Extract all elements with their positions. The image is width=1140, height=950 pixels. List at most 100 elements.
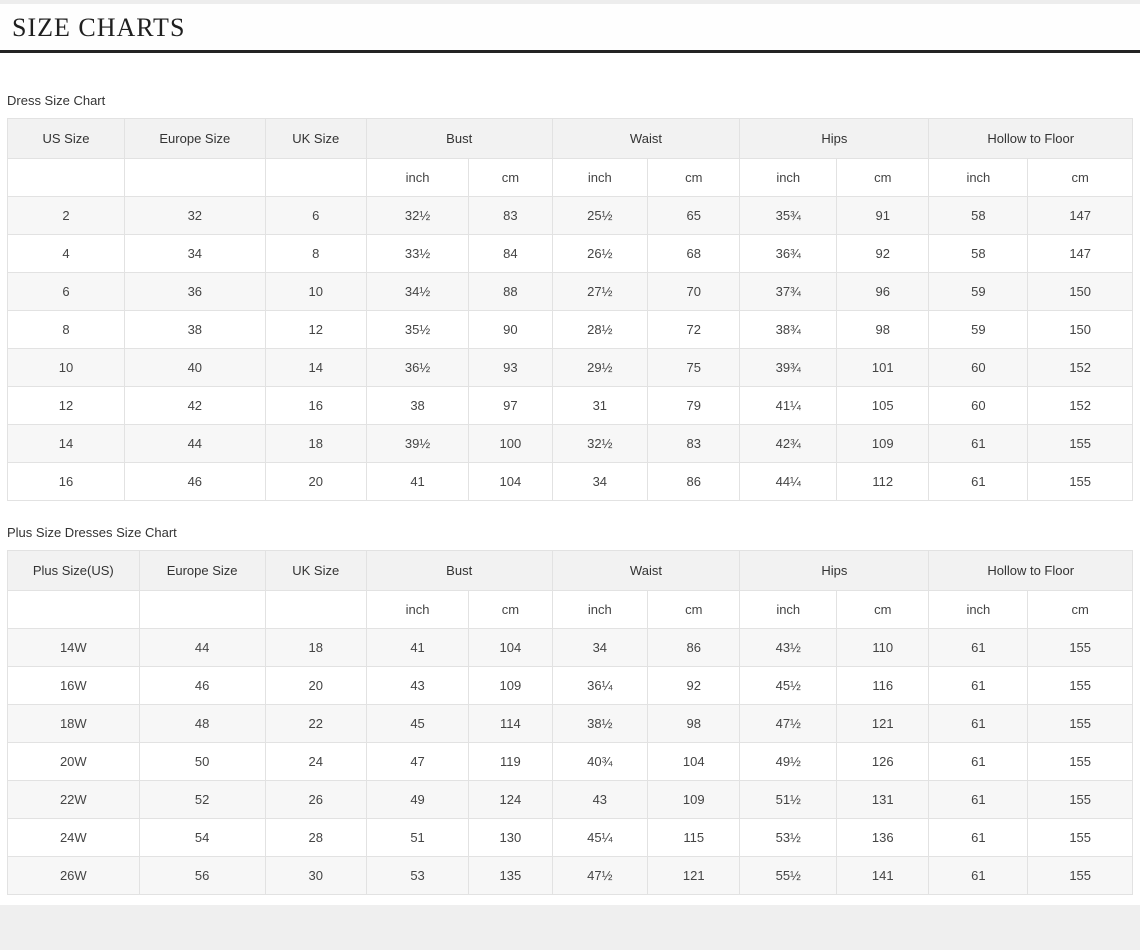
header-hollow-to-floor: Hollow to Floor — [928, 118, 1133, 159]
size-cell: 68 — [647, 234, 741, 273]
size-cell: 24 — [264, 742, 367, 781]
size-cell: 47½ — [551, 856, 649, 895]
table-row: 6 36 10 34½ 88 27½ 70 37¾ 96 59 150 — [7, 272, 1133, 311]
size-cell: 109 — [836, 424, 930, 463]
size-cell: 49½ — [739, 742, 838, 781]
size-cell: 44¼ — [739, 462, 838, 501]
unit-inch-label: inch — [551, 590, 649, 629]
plus-size-chart-label: Plus Size Dresses Size Chart — [7, 525, 177, 540]
size-cell: 16 — [264, 386, 367, 425]
size-cell: 33½ — [365, 234, 470, 273]
size-cell: 61 — [928, 742, 1029, 781]
size-cell: 116 — [836, 666, 930, 705]
size-cell: 109 — [468, 666, 553, 705]
size-cell: 22 — [264, 704, 367, 743]
size-cell: 2 — [7, 196, 125, 235]
size-cell: 16 — [7, 462, 125, 501]
size-cell: 96 — [836, 272, 930, 311]
header-uk-size: UK Size — [264, 550, 367, 591]
size-cell: 61 — [928, 628, 1029, 667]
size-cell: 86 — [647, 628, 741, 667]
size-cell: 152 — [1027, 348, 1133, 387]
table-header-row: US Size Europe Size UK Size Bust Waist H… — [7, 118, 1133, 159]
size-cell: 83 — [647, 424, 741, 463]
size-cell: 43½ — [739, 628, 838, 667]
size-cell: 36½ — [365, 348, 470, 387]
size-cell: 34 — [124, 234, 266, 273]
size-cell: 38½ — [551, 704, 649, 743]
size-cell: 44 — [124, 424, 266, 463]
size-cell: 104 — [468, 628, 553, 667]
size-cell: 135 — [468, 856, 553, 895]
size-cell: 61 — [928, 818, 1029, 857]
size-cell: 43 — [365, 666, 470, 705]
size-cell: 61 — [928, 856, 1029, 895]
header-bust: Bust — [365, 550, 553, 591]
header-europe-size: Europe Size — [124, 118, 266, 159]
top-divider — [0, 0, 1140, 4]
size-cell: 114 — [468, 704, 553, 743]
header-hips: Hips — [739, 550, 930, 591]
size-cell: 6 — [7, 272, 125, 311]
table-row: 22W 52 26 49 124 43 109 51½ 131 61 155 — [7, 780, 1133, 819]
header-hips: Hips — [739, 118, 930, 159]
size-cell: 70 — [647, 272, 741, 311]
header-europe-size: Europe Size — [138, 550, 266, 591]
size-cell: 100 — [468, 424, 553, 463]
unit-spacer — [264, 590, 367, 629]
size-cell: 121 — [647, 856, 741, 895]
size-cell: 47½ — [739, 704, 838, 743]
size-cell: 20 — [264, 666, 367, 705]
size-cell: 83 — [468, 196, 553, 235]
size-cell: 155 — [1027, 742, 1133, 781]
size-cell: 155 — [1027, 780, 1133, 819]
size-cell: 31 — [551, 386, 649, 425]
size-cell: 155 — [1027, 424, 1133, 463]
size-cell: 121 — [836, 704, 930, 743]
size-cell: 155 — [1027, 628, 1133, 667]
size-cell: 50 — [138, 742, 266, 781]
size-cell: 91 — [836, 196, 930, 235]
size-cell: 16W — [7, 666, 140, 705]
size-cell: 43 — [551, 780, 649, 819]
size-cell: 109 — [647, 780, 741, 819]
table-row: 4 34 8 33½ 84 26½ 68 36¾ 92 58 147 — [7, 234, 1133, 273]
size-cell: 110 — [836, 628, 930, 667]
table-row: 16 46 20 41 104 34 86 44¼ 112 61 155 — [7, 462, 1133, 501]
size-cell: 8 — [264, 234, 367, 273]
size-cell: 112 — [836, 462, 930, 501]
size-cell: 98 — [647, 704, 741, 743]
size-cell: 61 — [928, 780, 1029, 819]
size-cell: 136 — [836, 818, 930, 857]
size-cell: 30 — [264, 856, 367, 895]
size-cell: 93 — [468, 348, 553, 387]
size-cell: 51½ — [739, 780, 838, 819]
size-cell: 45¼ — [551, 818, 649, 857]
size-cell: 44 — [138, 628, 266, 667]
size-cell: 49 — [365, 780, 470, 819]
size-cell: 60 — [928, 348, 1029, 387]
unit-inch-label: inch — [739, 590, 838, 629]
size-cell: 53½ — [739, 818, 838, 857]
table-unit-row: inch cm inch cm inch cm inch cm — [7, 158, 1133, 197]
size-cell: 28 — [264, 818, 367, 857]
table-row: 26W 56 30 53 135 47½ 121 55½ 141 61 155 — [7, 856, 1133, 895]
size-cell: 124 — [468, 780, 553, 819]
table-row: 8 38 12 35½ 90 28½ 72 38¾ 98 59 150 — [7, 310, 1133, 349]
size-cell: 24W — [7, 818, 140, 857]
size-cell: 36 — [124, 272, 266, 311]
size-cell: 4 — [7, 234, 125, 273]
table-row: 12 42 16 38 97 31 79 41¼ 105 60 152 — [7, 386, 1133, 425]
table-row: 14W 44 18 41 104 34 86 43½ 110 61 155 — [7, 628, 1133, 667]
size-cell: 41¼ — [739, 386, 838, 425]
size-cell: 105 — [836, 386, 930, 425]
size-cell: 34 — [551, 462, 649, 501]
bottom-background-band — [0, 905, 1140, 950]
table-row: 2 32 6 32½ 83 25½ 65 35¾ 91 58 147 — [7, 196, 1133, 235]
size-cell: 14W — [7, 628, 140, 667]
size-cell: 119 — [468, 742, 553, 781]
size-cell: 38¾ — [739, 310, 838, 349]
size-cell: 65 — [647, 196, 741, 235]
size-cell: 18W — [7, 704, 140, 743]
header-hollow-to-floor: Hollow to Floor — [928, 550, 1133, 591]
